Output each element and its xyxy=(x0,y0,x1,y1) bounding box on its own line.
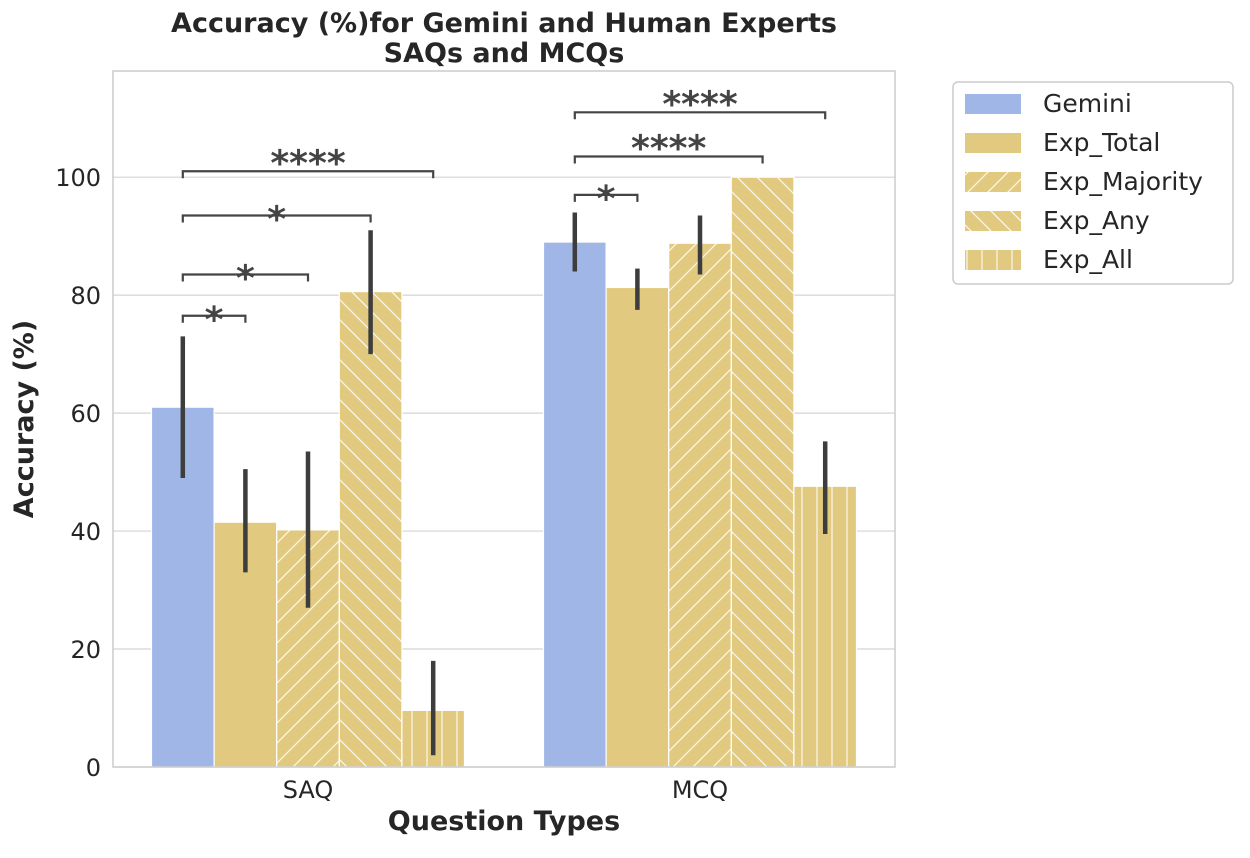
significance-label-6: **** xyxy=(662,84,737,125)
significance-bracket-5 xyxy=(573,155,764,164)
legend-label-gemini: Gemini xyxy=(1043,89,1132,118)
legend-swatch-exp-total xyxy=(965,133,1021,153)
legend-swatch-gemini xyxy=(965,94,1021,114)
bar-hatch-mcq-exp-any xyxy=(731,177,794,767)
legend-label-exp-total: Exp_Total xyxy=(1043,128,1160,157)
significance-label-5: **** xyxy=(631,129,706,170)
y-tick-label-0: 0 xyxy=(86,754,101,782)
x-tick-labels: SAQ MCQ xyxy=(283,776,728,804)
significance-bracket-3 xyxy=(181,170,435,179)
bar-hatch-saq-exp-any xyxy=(339,291,402,767)
legend-label-exp-majority: Exp_Majority xyxy=(1043,167,1203,196)
plot-area-frame xyxy=(112,70,896,768)
chart-title: Accuracy (%)for Gemini and Human Experts xyxy=(171,8,837,39)
x-axis-label: Question Types xyxy=(388,806,620,837)
significance-label-0: * xyxy=(205,300,224,341)
y-axis-label: Accuracy (%) xyxy=(9,320,40,518)
bar-mcq-gemini xyxy=(542,241,607,768)
significance-label-3: **** xyxy=(270,143,345,184)
legend-label-exp-all: Exp_All xyxy=(1043,245,1133,274)
legend-label-exp-any: Exp_Any xyxy=(1043,206,1150,235)
significance-label-1: * xyxy=(236,258,255,299)
legend-swatch-hatch-exp-any xyxy=(965,211,1021,231)
significance-bracket-4 xyxy=(573,193,639,202)
chart-subtitle: SAQs and MCQs xyxy=(384,38,625,69)
legend-swatch-hatch-exp-all xyxy=(965,250,1021,270)
y-tick-label-40: 40 xyxy=(70,518,101,546)
y-tick-labels: 0 20 40 60 80 100 xyxy=(55,164,101,782)
error-bars-group xyxy=(180,212,828,756)
legend-frame xyxy=(952,81,1234,285)
y-tick-label-60: 60 xyxy=(70,400,101,428)
y-tick-label-20: 20 xyxy=(70,636,101,664)
significance-label-4: * xyxy=(597,179,616,220)
significance-label-2: * xyxy=(267,200,286,241)
significance-bracket-1 xyxy=(181,273,310,282)
significance-brackets: **************** xyxy=(181,84,827,341)
y-tick-label-100: 100 xyxy=(55,164,101,192)
legend-swatch-hatch-exp-majority xyxy=(965,172,1021,192)
significance-bracket-0 xyxy=(181,314,247,323)
bars-group xyxy=(150,176,858,768)
y-tick-label-80: 80 xyxy=(70,282,101,310)
bar-mcq-exp-total xyxy=(605,286,670,768)
bar-hatch-mcq-exp-majority xyxy=(668,243,732,767)
significance-bracket-2 xyxy=(181,214,372,223)
x-tick-label-mcq: MCQ xyxy=(672,776,728,804)
legend: Gemini Exp_Total Exp_Majority Exp_Any Exp_Al… xyxy=(952,81,1234,285)
significance-bracket-6 xyxy=(573,111,827,120)
x-tick-label-saq: SAQ xyxy=(283,776,334,804)
